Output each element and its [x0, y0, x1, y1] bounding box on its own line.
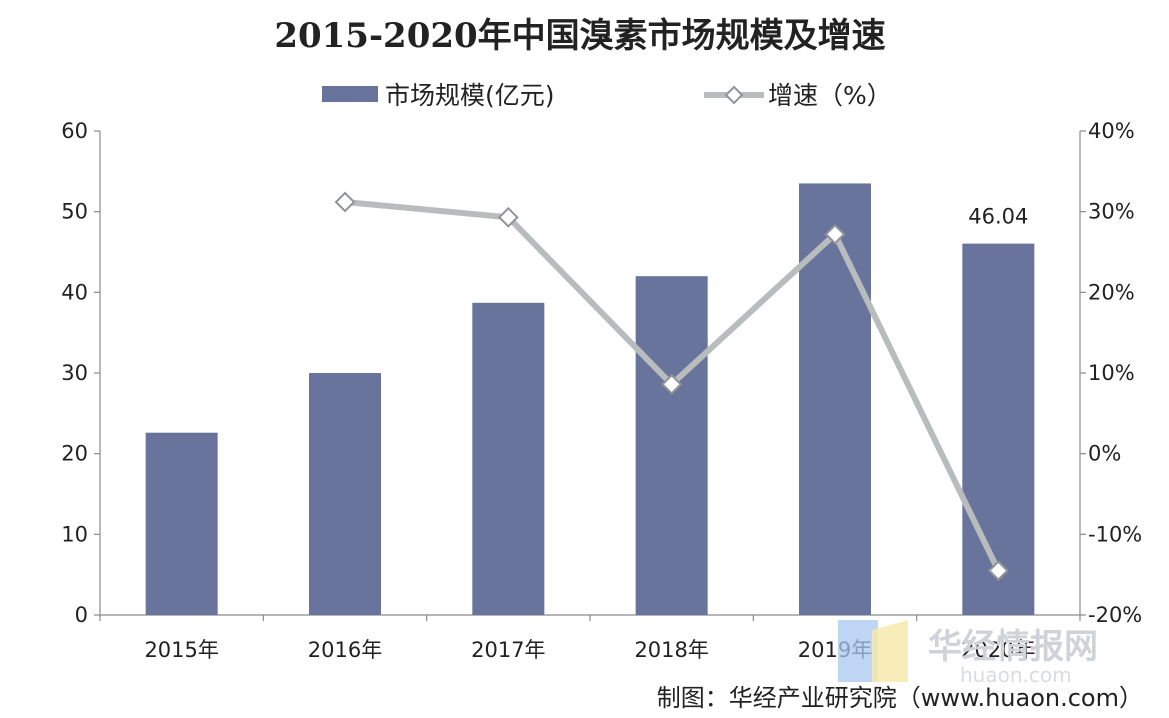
watermark-logo-shape-blue — [838, 620, 878, 682]
bar-data-label: 46.04 — [968, 205, 1028, 229]
bar — [799, 183, 871, 615]
legend: 市场规模(亿元) 增速（%） — [322, 81, 892, 110]
left-axis-ticks: 0 10 20 30 40 50 60 — [61, 119, 100, 627]
watermark-logo-shape-yellow — [872, 620, 908, 682]
legend-label-growth: 增速（%） — [768, 81, 892, 110]
bar — [145, 432, 218, 615]
right-tick-label: 10% — [1088, 361, 1135, 385]
growth-point — [661, 373, 683, 395]
data-labels: 46.04 — [968, 205, 1028, 229]
bar — [635, 276, 708, 615]
bar — [962, 243, 1035, 616]
growth-point — [497, 206, 519, 228]
left-tick-label: 60 — [61, 119, 88, 143]
legend-swatch-growth-marker — [724, 85, 744, 105]
growth-line-series — [334, 191, 1009, 582]
right-tick-label: 40% — [1088, 119, 1135, 143]
watermark-subtext: huaon.com — [960, 663, 1072, 687]
left-tick-label: 30 — [61, 361, 88, 385]
right-tick-label: 30% — [1088, 200, 1135, 224]
right-tick-label: -20% — [1088, 603, 1142, 627]
right-tick-label: 20% — [1088, 280, 1135, 304]
growth-point — [987, 560, 1009, 582]
left-tick-label: 20 — [61, 442, 88, 466]
growth-point — [824, 223, 846, 245]
left-tick-label: 10 — [61, 522, 88, 546]
bar-series — [145, 183, 1035, 616]
x-tick-label: 2017年 — [471, 638, 545, 662]
bar — [472, 302, 545, 615]
x-tick-label: 2016年 — [308, 638, 382, 662]
left-tick-label: 40 — [61, 280, 88, 304]
right-tick-label: 0% — [1088, 442, 1121, 466]
x-tick-label: 2020年 — [961, 638, 1035, 662]
x-tick-label: 2015年 — [144, 638, 218, 662]
left-tick-label: 0 — [75, 603, 88, 627]
legend-label-market-size: 市场规模(亿元) — [385, 81, 555, 110]
watermark-logo: 华经情报网 huaon.com — [838, 620, 1098, 687]
legend-swatch-market-size — [322, 86, 378, 102]
right-axis-ticks: -20% -10% 0% 10% 20% 30% 40% — [1080, 119, 1142, 627]
growth-point — [334, 191, 356, 213]
right-tick-label: -10% — [1088, 522, 1142, 546]
bar — [309, 373, 381, 615]
watermark-text: 华经情报网 — [928, 627, 1098, 667]
source-note: 制图：华经产业研究院（www.huaon.com） — [657, 684, 1143, 712]
chart-title: 2015-2020年中国溴素市场规模及增速 — [274, 16, 885, 56]
x-axis-ticks: 2015年 2016年 2017年 2018年 2019年 2020年 — [99, 615, 1081, 662]
x-tick-label: 2018年 — [634, 638, 708, 662]
left-tick-label: 50 — [61, 200, 88, 224]
